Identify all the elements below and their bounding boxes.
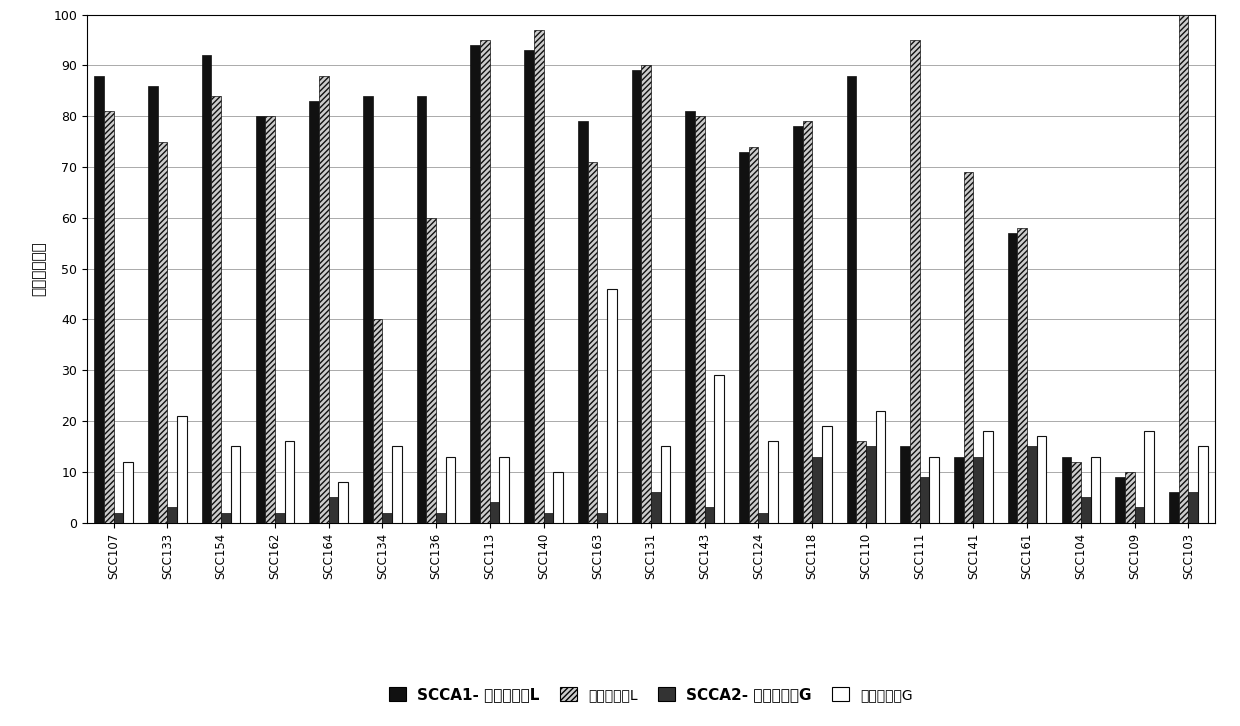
Bar xyxy=(1027,446,1037,523)
Bar xyxy=(1169,492,1179,523)
Bar xyxy=(500,457,510,523)
Legend: SCCA1- 组织蛋白酶L, 组织蛋白酶L, SCCA2- 组织蛋白酶G, 组织蛋白酶G: SCCA1- 组织蛋白酶L, 组织蛋白酶L, SCCA2- 组织蛋白酶G, 组织… xyxy=(382,680,920,709)
Bar xyxy=(973,457,983,523)
Bar xyxy=(598,513,606,523)
Bar xyxy=(1179,15,1188,523)
Bar xyxy=(373,319,382,523)
Bar xyxy=(265,116,275,523)
Bar xyxy=(255,116,265,523)
Bar xyxy=(749,147,759,523)
Bar xyxy=(436,513,445,523)
Bar xyxy=(202,55,212,523)
Bar xyxy=(1145,431,1154,523)
Bar xyxy=(714,375,724,523)
Bar xyxy=(983,431,993,523)
Bar xyxy=(490,502,500,523)
Bar xyxy=(148,86,157,523)
Bar xyxy=(221,513,231,523)
Bar xyxy=(929,457,939,523)
Bar xyxy=(812,457,822,523)
Bar xyxy=(329,497,339,523)
Bar xyxy=(1125,472,1135,523)
Bar xyxy=(759,513,768,523)
Bar xyxy=(123,462,133,523)
Bar xyxy=(1081,497,1090,523)
Bar xyxy=(167,507,177,523)
Bar xyxy=(1188,492,1198,523)
Bar xyxy=(866,446,875,523)
Bar xyxy=(847,76,857,523)
Bar xyxy=(177,416,187,523)
Bar xyxy=(696,116,704,523)
Bar xyxy=(534,30,543,523)
Bar xyxy=(480,40,490,523)
Bar xyxy=(704,507,714,523)
Bar xyxy=(382,513,392,523)
Bar xyxy=(910,40,920,523)
Bar xyxy=(157,142,167,523)
Bar xyxy=(231,446,241,523)
Bar xyxy=(1008,233,1018,523)
Bar xyxy=(470,45,480,523)
Bar xyxy=(1135,507,1145,523)
Bar xyxy=(1037,436,1047,523)
Bar xyxy=(339,482,348,523)
Y-axis label: 相关的反应性: 相关的反应性 xyxy=(31,241,46,296)
Bar xyxy=(661,446,671,523)
Bar xyxy=(1090,457,1100,523)
Bar xyxy=(1018,228,1027,523)
Bar xyxy=(309,101,319,523)
Bar xyxy=(543,513,553,523)
Bar xyxy=(875,411,885,523)
Bar xyxy=(284,441,294,523)
Bar xyxy=(1061,457,1071,523)
Bar xyxy=(954,457,963,523)
Bar xyxy=(686,111,696,523)
Bar xyxy=(641,65,651,523)
Bar xyxy=(525,50,534,523)
Bar xyxy=(363,96,373,523)
Bar xyxy=(114,513,123,523)
Bar xyxy=(631,70,641,523)
Bar xyxy=(857,441,866,523)
Bar xyxy=(588,162,598,523)
Bar xyxy=(606,289,616,523)
Bar xyxy=(802,121,812,523)
Bar xyxy=(920,477,929,523)
Bar xyxy=(94,76,104,523)
Bar xyxy=(104,111,114,523)
Bar xyxy=(553,472,563,523)
Bar xyxy=(900,446,910,523)
Bar xyxy=(392,446,402,523)
Bar xyxy=(1071,462,1081,523)
Bar xyxy=(275,513,284,523)
Bar xyxy=(578,121,588,523)
Bar xyxy=(445,457,455,523)
Bar xyxy=(768,441,777,523)
Bar xyxy=(1198,446,1208,523)
Bar xyxy=(1115,477,1125,523)
Bar xyxy=(822,426,832,523)
Bar xyxy=(739,152,749,523)
Bar xyxy=(427,218,436,523)
Bar xyxy=(319,76,329,523)
Bar xyxy=(651,492,661,523)
Bar xyxy=(963,172,973,523)
Bar xyxy=(792,126,802,523)
Bar xyxy=(212,96,221,523)
Bar xyxy=(417,96,427,523)
